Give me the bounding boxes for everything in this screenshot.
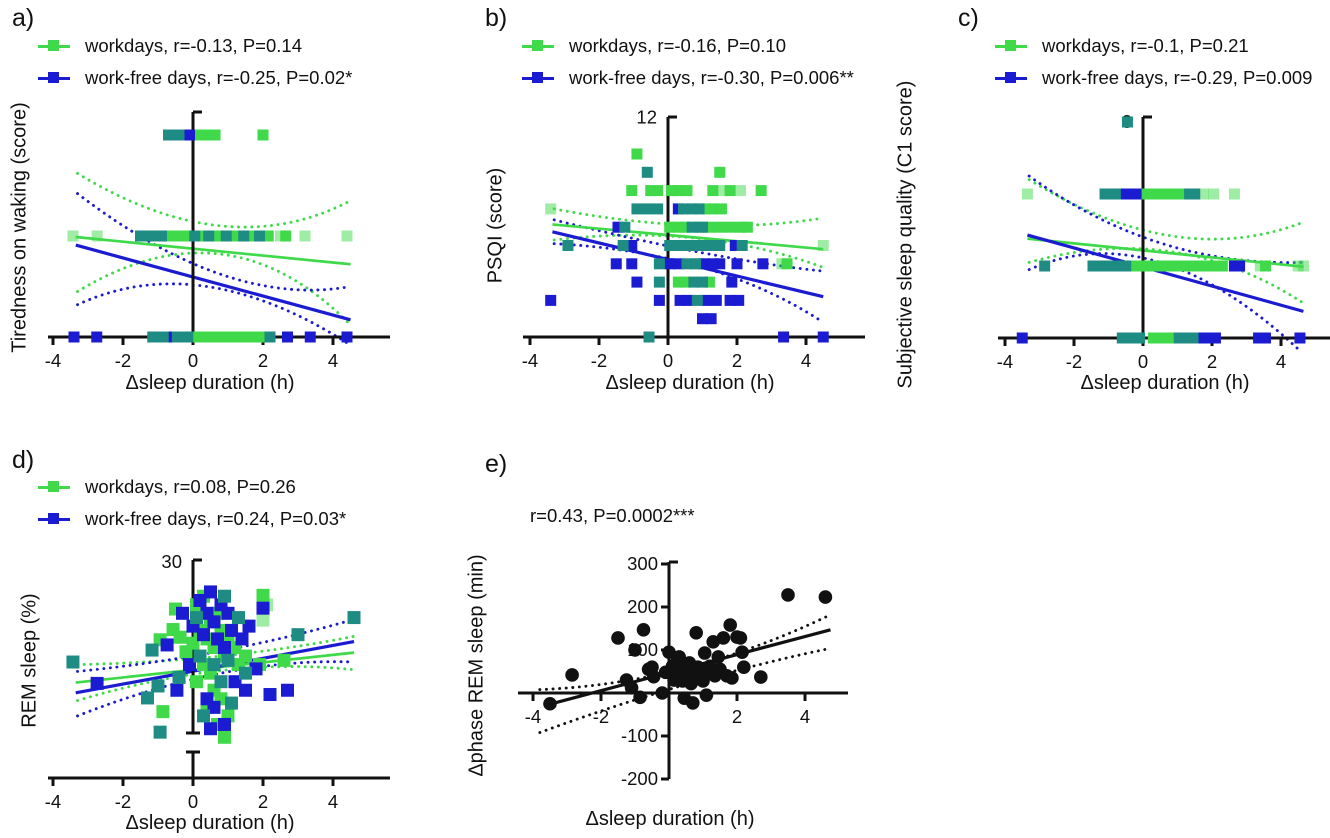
svg-text:-100: -100 <box>621 725 658 746</box>
svg-text:2: 2 <box>1207 351 1217 372</box>
x-axis-title-d: Δsleep duration (h) <box>125 812 295 834</box>
svg-text:2: 2 <box>732 706 742 727</box>
svg-text:0: 0 <box>1138 351 1148 372</box>
panel-d-label: d) <box>12 446 35 474</box>
svg-text:-2: -2 <box>591 350 607 371</box>
x-axis-title-b: Δsleep duration (h) <box>605 372 775 394</box>
legend-marker-workfree <box>38 513 70 525</box>
legend-marker-workfree <box>995 72 1027 84</box>
y-axis-title-d: REM sleep (%) <box>18 593 41 728</box>
legend-item-a-workdays: workdays, r=-0.13, P=0.14 <box>38 35 302 56</box>
svg-text:-2: -2 <box>115 791 131 812</box>
legend-item-c-workfree: work-free days, r=-0.29, P=0.009 <box>995 67 1313 88</box>
svg-text:-2: -2 <box>593 706 609 727</box>
svg-text:4: 4 <box>800 706 810 727</box>
svg-text:200: 200 <box>627 596 658 617</box>
panel-e-annotation: r=0.43, P=0.0002*** <box>530 505 695 526</box>
x-axis-title-e: Δsleep duration (h) <box>585 808 755 830</box>
svg-text:-200: -200 <box>621 768 658 789</box>
svg-text:300: 300 <box>627 553 658 574</box>
legend-label: work-free days, r=-0.30, P=0.006** <box>569 67 854 88</box>
svg-text:4: 4 <box>801 350 811 371</box>
legend-marker-workdays <box>38 481 70 493</box>
svg-text:4: 4 <box>328 791 338 812</box>
legend-item-b-workfree: work-free days, r=-0.30, P=0.006** <box>522 67 854 88</box>
svg-text:2: 2 <box>258 791 268 812</box>
panel-a-label: a) <box>12 4 35 32</box>
svg-text:-4: -4 <box>525 706 541 727</box>
legend-label: workdays, r=0.08, P=0.26 <box>85 476 296 497</box>
legend-label: workdays, r=-0.16, P=0.10 <box>569 35 786 56</box>
svg-text:-4: -4 <box>45 350 61 371</box>
svg-text:2: 2 <box>258 350 268 371</box>
panel-c-label: c) <box>958 4 979 32</box>
legend-label: workdays, r=-0.1, P=0.21 <box>1042 35 1249 56</box>
svg-text:-2: -2 <box>115 350 131 371</box>
svg-text:0: 0 <box>663 350 673 371</box>
legend-item-c-workdays: workdays, r=-0.1, P=0.21 <box>995 35 1249 56</box>
y-axis-title-c: Subjective sleep quality (C1 score) <box>894 80 917 389</box>
panel-b-label: b) <box>485 4 508 32</box>
legend-marker-workdays <box>995 40 1027 52</box>
svg-text:-4: -4 <box>522 350 538 371</box>
svg-text:-4: -4 <box>45 791 61 812</box>
svg-text:2: 2 <box>732 350 742 371</box>
svg-text:4: 4 <box>1276 351 1286 372</box>
legend-item-d-workfree: work-free days, r=0.24, P=0.03* <box>38 508 347 529</box>
y-axis-title-b: PSQI (score) <box>484 167 507 284</box>
legend-label: work-free days, r=0.24, P=0.03* <box>85 508 347 529</box>
panel-e-label: e) <box>485 450 508 478</box>
legend-item-a-workfree: work-free days, r=-0.25, P=0.02* <box>38 67 353 88</box>
y-axis-title-e: Δphase REM sleep (min) <box>465 554 488 777</box>
x-axis-title-a: Δsleep duration (h) <box>125 372 295 394</box>
svg-text:4: 4 <box>328 350 338 371</box>
svg-text:-2: -2 <box>1066 351 1082 372</box>
svg-text:0: 0 <box>188 791 198 812</box>
legend-label: work-free days, r=-0.25, P=0.02* <box>85 67 353 88</box>
svg-text:12: 12 <box>636 106 657 127</box>
legend-marker-workdays <box>522 40 554 52</box>
svg-text:0: 0 <box>188 350 198 371</box>
svg-text:-4: -4 <box>997 351 1013 372</box>
legend-marker-workfree <box>38 72 70 84</box>
legend-item-b-workdays: workdays, r=-0.16, P=0.10 <box>522 35 786 56</box>
legend-marker-workdays <box>38 40 70 52</box>
legend-label: workdays, r=-0.13, P=0.14 <box>85 35 302 56</box>
x-axis-title-c: Δsleep duration (h) <box>1080 372 1250 394</box>
svg-text:30: 30 <box>161 551 182 572</box>
legend-item-d-workdays: workdays, r=0.08, P=0.26 <box>38 476 296 497</box>
legend-marker-workfree <box>522 72 554 84</box>
y-axis-title-a: Tiredness on waking (score) <box>8 102 31 353</box>
legend-label: work-free days, r=-0.29, P=0.009 <box>1042 67 1313 88</box>
